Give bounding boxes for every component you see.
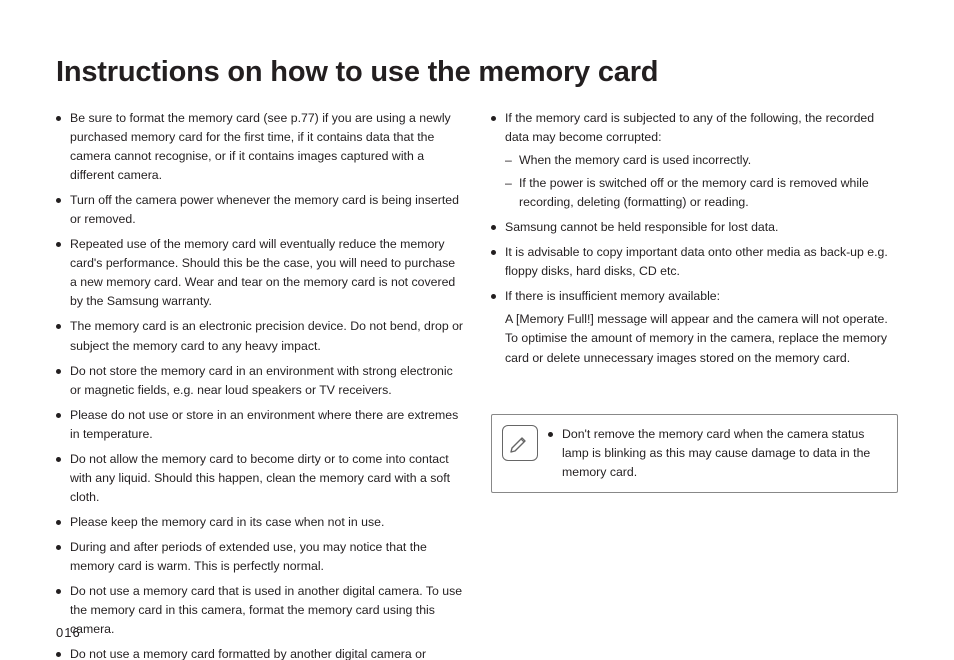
note-callout: Don't remove the memory card when the ca… [491,414,898,493]
list-item-continuation: A [Memory Full!] message will appear and… [505,310,898,367]
left-bullet-list: Be sure to format the memory card (see p… [56,109,463,660]
right-bullet-list: If the memory card is subjected to any o… [491,109,898,368]
list-item: If there is insufficient memory availabl… [491,287,898,367]
list-item: If the memory card is subjected to any o… [491,109,898,212]
list-item-text: Please keep the memory card in its case … [70,515,384,529]
list-item-text: Samsung cannot be held responsible for l… [505,220,778,234]
manual-page: Instructions on how to use the memory ca… [0,0,954,660]
note-bullet-list: Don't remove the memory card when the ca… [548,425,885,482]
list-item: Do not use a memory card that is used in… [56,582,463,639]
list-item: Turn off the camera power whenever the m… [56,191,463,229]
list-item: Please keep the memory card in its case … [56,513,463,532]
sub-list-item: If the power is switched off or the memo… [505,174,898,212]
list-item-text: Do not allow the memory card to become d… [70,452,450,504]
list-item-text: Repeated use of the memory card will eve… [70,237,455,308]
list-item-text: If the memory card is subjected to any o… [505,111,874,144]
list-item-text: If there is insufficient memory availabl… [505,289,720,303]
list-item: During and after periods of extended use… [56,538,463,576]
sub-list-item: When the memory card is used incorrectly… [505,151,898,170]
list-item-text: Be sure to format the memory card (see p… [70,111,451,182]
left-column: Be sure to format the memory card (see p… [56,109,463,660]
list-item: Do not use a memory card formatted by an… [56,645,463,660]
list-item: The memory card is an electronic precisi… [56,317,463,355]
right-column: If the memory card is subjected to any o… [491,109,898,660]
note-list-item: Don't remove the memory card when the ca… [548,425,885,482]
list-item-text: During and after periods of extended use… [70,540,427,573]
list-item-text: Do not use a memory card that is used in… [70,584,462,636]
sub-dash-list: When the memory card is used incorrectly… [505,151,898,212]
list-item: Be sure to format the memory card (see p… [56,109,463,185]
list-item: Samsung cannot be held responsible for l… [491,218,898,237]
list-item-text: Please do not use or store in an environ… [70,408,458,441]
list-item-text: Turn off the camera power whenever the m… [70,193,459,226]
list-item: Do not allow the memory card to become d… [56,450,463,507]
list-item: Do not store the memory card in an envir… [56,362,463,400]
two-column-layout: Be sure to format the memory card (see p… [56,109,898,660]
page-title: Instructions on how to use the memory ca… [56,56,898,89]
list-item-text: Do not store the memory card in an envir… [70,364,453,397]
list-item-text: The memory card is an electronic precisi… [70,319,463,352]
list-item: It is advisable to copy important data o… [491,243,898,281]
pencil-icon [502,425,538,461]
list-item-text: Do not use a memory card formatted by an… [70,647,426,660]
page-number: 016 [56,625,81,640]
list-item: Please do not use or store in an environ… [56,406,463,444]
list-item: Repeated use of the memory card will eve… [56,235,463,311]
list-item-text: It is advisable to copy important data o… [505,245,888,278]
